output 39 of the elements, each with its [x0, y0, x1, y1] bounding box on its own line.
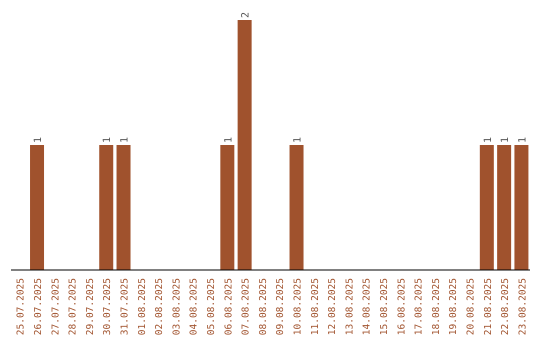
data-label: 1	[517, 136, 528, 143]
x-tick-label: 22.08.2025	[500, 278, 512, 336]
x-tick-label: 09.08.2025	[275, 278, 286, 336]
x-tick-label: 06.08.2025	[223, 278, 234, 336]
x-tick-label: 10.08.2025	[292, 278, 304, 336]
x-tick-label: 20.08.2025	[465, 278, 476, 336]
x-tick-label: 25.07.2025	[16, 278, 27, 336]
x-tick-label: 23.08.2025	[517, 278, 528, 336]
data-label: 2	[240, 12, 252, 18]
data-label: 1	[223, 136, 234, 143]
x-tick-label: 21.08.2025	[482, 278, 494, 336]
data-label: 1	[292, 136, 304, 143]
x-tick-label: 02.08.2025	[154, 278, 166, 336]
x-tick-label: 15.08.2025	[378, 278, 390, 336]
x-tick-label: 14.08.2025	[362, 278, 373, 336]
x-tick-label: 30.07.2025	[102, 278, 114, 336]
data-label: 1	[102, 136, 114, 143]
data-label: 1	[500, 136, 512, 143]
data-label: 1	[120, 136, 131, 143]
x-tick-label: 17.08.2025	[414, 278, 425, 336]
x-tick-label: 01.08.2025	[136, 278, 148, 336]
x-tick-label: 12.08.2025	[327, 278, 338, 336]
x-tick-label: 03.08.2025	[171, 278, 182, 336]
x-tick-label: 31.07.2025	[119, 278, 130, 336]
x-tick-label: 07.08.2025	[240, 278, 252, 336]
x-tick-label: 13.08.2025	[344, 278, 356, 336]
x-tick-label: 16.08.2025	[396, 278, 408, 336]
x-tick-label: 28.07.2025	[68, 278, 79, 336]
x-tick-label: 29.07.2025	[84, 278, 96, 336]
x-tick-label: 05.08.2025	[206, 278, 217, 336]
x-tick-label: 26.07.2025	[32, 278, 44, 336]
x-tick-label: 08.08.2025	[258, 278, 269, 336]
data-label: 1	[33, 136, 44, 143]
data-label: 1	[482, 136, 494, 143]
x-tick-label: 04.08.2025	[188, 278, 200, 336]
x-tick-label: 19.08.2025	[448, 278, 460, 336]
x-tick-label: 18.08.2025	[430, 278, 442, 336]
x-tick-label: 11.08.2025	[310, 278, 321, 336]
x-tick-label: 27.07.2025	[50, 278, 62, 336]
